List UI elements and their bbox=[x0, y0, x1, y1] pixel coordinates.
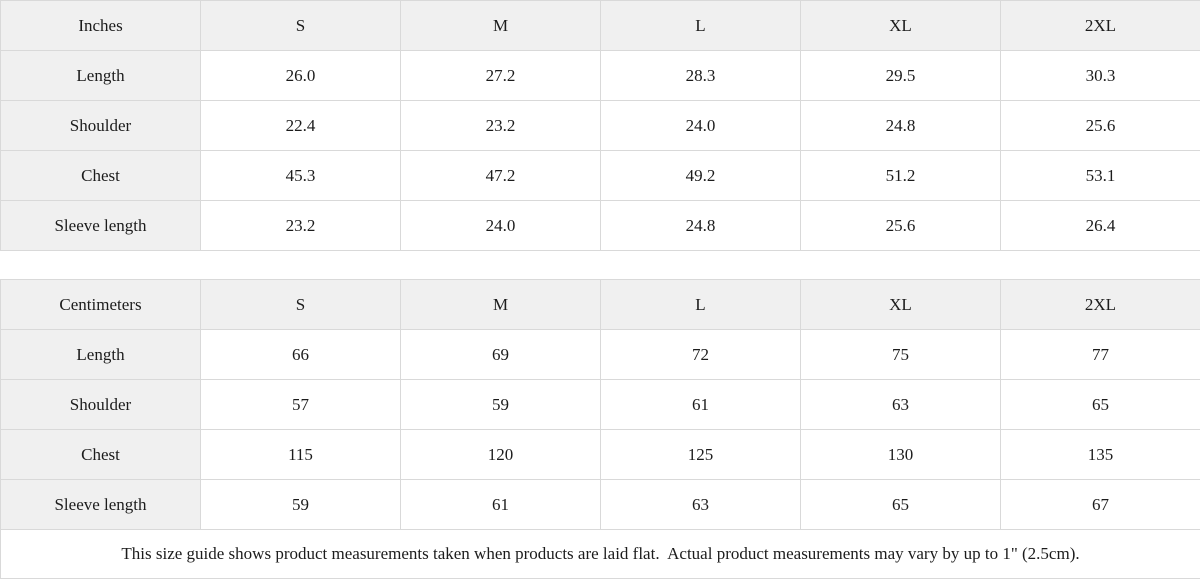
size-value-cell: 25.6 bbox=[1000, 100, 1200, 151]
table-row: Shoulder 22.4 23.2 24.0 24.8 25.6 bbox=[0, 100, 1200, 151]
table-row: Sleeve length 59 61 63 65 67 bbox=[0, 479, 1200, 530]
size-value-cell: 23.2 bbox=[200, 200, 401, 251]
row-label-chest: Chest bbox=[0, 150, 201, 201]
row-label-chest: Chest bbox=[0, 429, 201, 480]
size-value-cell: 24.0 bbox=[600, 100, 801, 151]
inches-header-row: Inches S M L XL 2XL bbox=[0, 0, 1200, 51]
size-value-cell: 22.4 bbox=[200, 100, 401, 151]
size-value-cell: 65 bbox=[1000, 379, 1200, 430]
size-value-cell: 61 bbox=[400, 479, 601, 530]
centimeters-unit-header: Centimeters bbox=[0, 279, 201, 330]
size-value-cell: 135 bbox=[1000, 429, 1200, 480]
column-header-2xl: 2XL bbox=[1000, 0, 1200, 51]
size-value-cell: 47.2 bbox=[400, 150, 601, 201]
size-value-cell: 67 bbox=[1000, 479, 1200, 530]
table-row: Length 26.0 27.2 28.3 29.5 30.3 bbox=[0, 50, 1200, 101]
size-value-cell: 77 bbox=[1000, 329, 1200, 380]
size-value-cell: 59 bbox=[200, 479, 401, 530]
size-value-cell: 120 bbox=[400, 429, 601, 480]
size-value-cell: 65 bbox=[800, 479, 1001, 530]
column-header-xl: XL bbox=[800, 279, 1001, 330]
size-value-cell: 61 bbox=[600, 379, 801, 430]
size-value-cell: 63 bbox=[800, 379, 1001, 430]
row-label-length: Length bbox=[0, 50, 201, 101]
size-value-cell: 69 bbox=[400, 329, 601, 380]
size-value-cell: 23.2 bbox=[400, 100, 601, 151]
inches-unit-header: Inches bbox=[0, 0, 201, 51]
column-header-s: S bbox=[200, 0, 401, 51]
row-label-shoulder: Shoulder bbox=[0, 100, 201, 151]
size-value-cell: 125 bbox=[600, 429, 801, 480]
size-value-cell: 26.0 bbox=[200, 50, 401, 101]
column-header-xl: XL bbox=[800, 0, 1001, 51]
spacer-cell bbox=[0, 250, 1200, 280]
row-label-length: Length bbox=[0, 329, 201, 380]
size-value-cell: 75 bbox=[800, 329, 1001, 380]
row-label-shoulder: Shoulder bbox=[0, 379, 201, 430]
table-row: Chest 45.3 47.2 49.2 51.2 53.1 bbox=[0, 150, 1200, 201]
size-value-cell: 30.3 bbox=[1000, 50, 1200, 101]
size-value-cell: 45.3 bbox=[200, 150, 401, 201]
size-value-cell: 57 bbox=[200, 379, 401, 430]
column-header-s: S bbox=[200, 279, 401, 330]
footer-note-row: This size guide shows product measuremen… bbox=[0, 529, 1200, 579]
size-value-cell: 24.8 bbox=[800, 100, 1001, 151]
size-value-cell: 53.1 bbox=[1000, 150, 1200, 201]
table-row: Length 66 69 72 75 77 bbox=[0, 329, 1200, 380]
size-value-cell: 29.5 bbox=[800, 50, 1001, 101]
size-value-cell: 59 bbox=[400, 379, 601, 430]
column-header-l: L bbox=[600, 279, 801, 330]
column-header-m: M bbox=[400, 0, 601, 51]
row-label-sleeve-length: Sleeve length bbox=[0, 200, 201, 251]
size-value-cell: 49.2 bbox=[600, 150, 801, 201]
size-value-cell: 130 bbox=[800, 429, 1001, 480]
table-row: Sleeve length 23.2 24.0 24.8 25.6 26.4 bbox=[0, 200, 1200, 251]
size-value-cell: 24.0 bbox=[400, 200, 601, 251]
size-value-cell: 28.3 bbox=[600, 50, 801, 101]
size-value-cell: 27.2 bbox=[400, 50, 601, 101]
table-row: Chest 115 120 125 130 135 bbox=[0, 429, 1200, 480]
column-header-m: M bbox=[400, 279, 601, 330]
column-header-2xl: 2XL bbox=[1000, 279, 1200, 330]
centimeters-header-row: Centimeters S M L XL 2XL bbox=[0, 279, 1200, 330]
size-value-cell: 115 bbox=[200, 429, 401, 480]
footer-note: This size guide shows product measuremen… bbox=[0, 529, 1200, 579]
size-value-cell: 66 bbox=[200, 329, 401, 380]
size-value-cell: 72 bbox=[600, 329, 801, 380]
size-value-cell: 25.6 bbox=[800, 200, 1001, 251]
size-value-cell: 24.8 bbox=[600, 200, 801, 251]
size-value-cell: 51.2 bbox=[800, 150, 1001, 201]
table-row: Shoulder 57 59 61 63 65 bbox=[0, 379, 1200, 430]
column-header-l: L bbox=[600, 0, 801, 51]
row-label-sleeve-length: Sleeve length bbox=[0, 479, 201, 530]
size-value-cell: 63 bbox=[600, 479, 801, 530]
section-spacer bbox=[0, 250, 1200, 280]
size-value-cell: 26.4 bbox=[1000, 200, 1200, 251]
